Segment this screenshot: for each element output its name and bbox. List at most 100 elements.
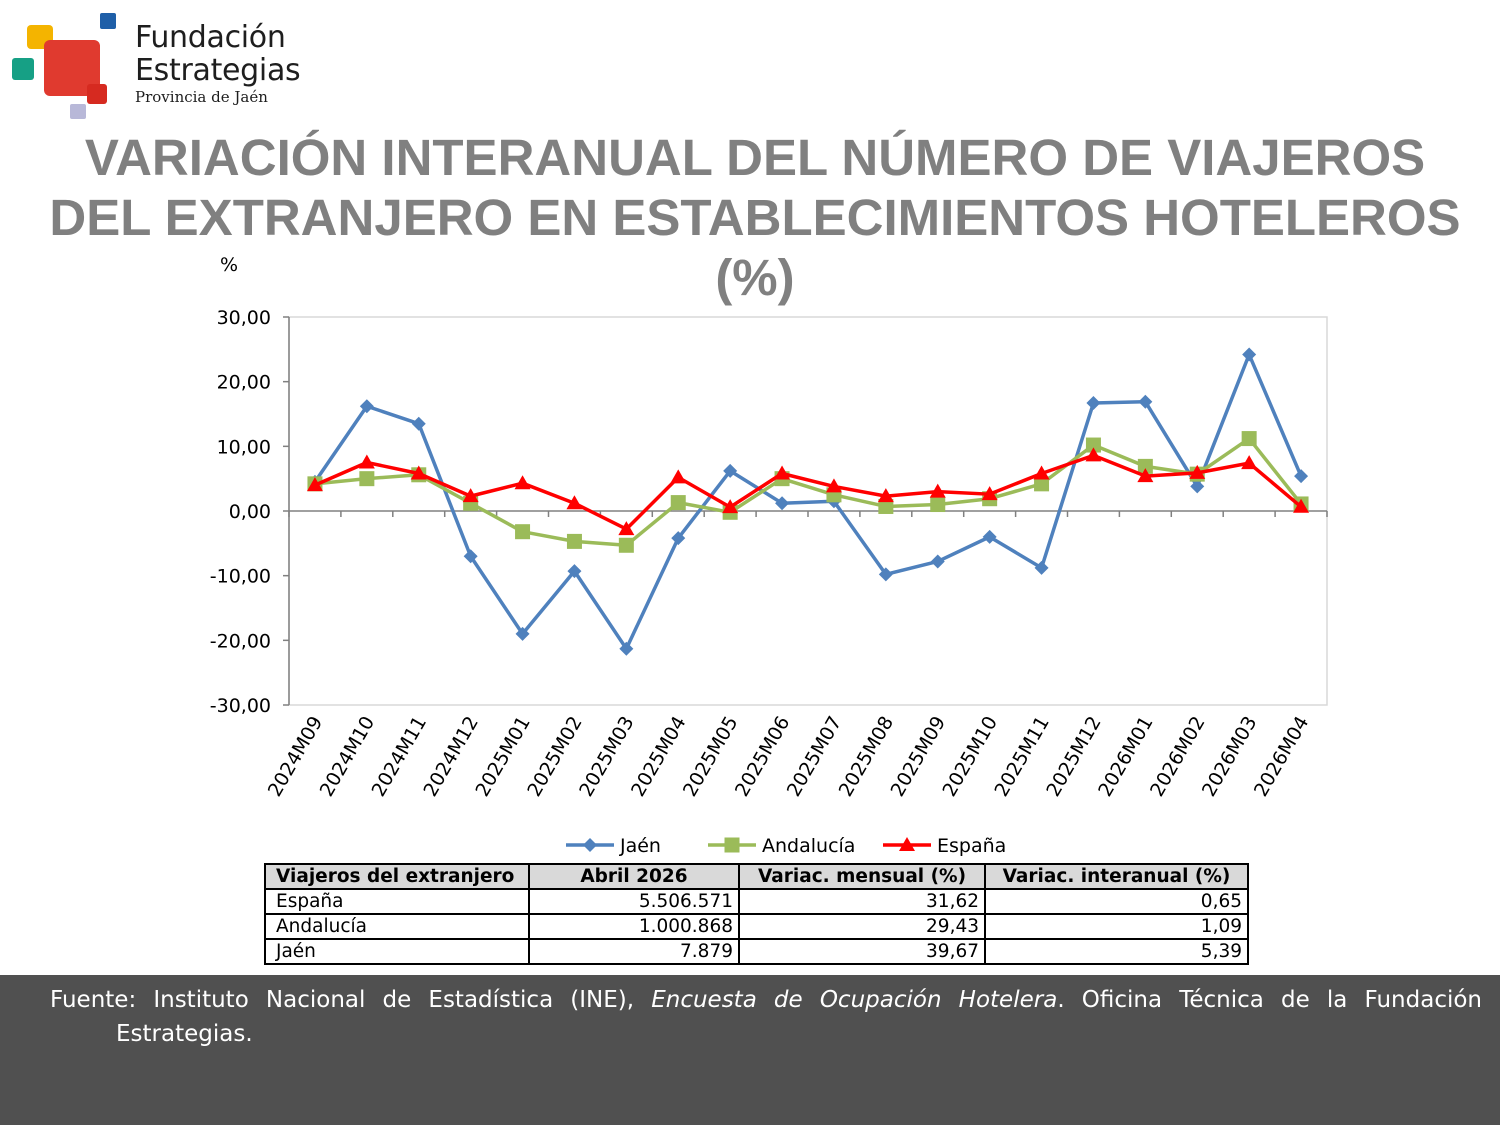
table-cell: 1,09 bbox=[984, 913, 1249, 940]
table-cell: Jaén bbox=[264, 938, 530, 965]
y-tick-label: 30,00 bbox=[217, 307, 271, 329]
table-cell: 0,65 bbox=[984, 888, 1249, 915]
data-point bbox=[724, 837, 740, 853]
logo-text-line2: Estrategias bbox=[135, 53, 301, 88]
data-point bbox=[583, 838, 597, 852]
data-point bbox=[1085, 447, 1102, 462]
y-tick-label: -10,00 bbox=[210, 566, 271, 588]
data-point bbox=[670, 469, 687, 484]
data-point bbox=[981, 486, 998, 501]
data-point bbox=[515, 524, 531, 540]
data-point bbox=[1137, 468, 1154, 483]
data-point bbox=[462, 488, 479, 503]
data-point bbox=[1085, 437, 1101, 453]
series-line bbox=[314, 436, 1303, 548]
data-point bbox=[618, 537, 634, 553]
data-point bbox=[825, 478, 842, 493]
table-cell: 39,67 bbox=[738, 938, 986, 965]
source-footer: Fuente: Instituto Nacional de Estadístic… bbox=[0, 975, 1500, 1125]
y-tick-label: -30,00 bbox=[210, 695, 271, 717]
data-point bbox=[929, 483, 946, 498]
logo-text-line3: Provincia de Jaén bbox=[135, 88, 268, 106]
data-point bbox=[358, 454, 375, 469]
table-cell: 29,43 bbox=[738, 913, 986, 940]
data-point bbox=[1294, 469, 1309, 484]
data-point bbox=[566, 495, 583, 510]
table-cell: 7.879 bbox=[528, 938, 740, 965]
data-point bbox=[1241, 431, 1257, 447]
data-point bbox=[514, 475, 531, 490]
table-header-cell: Variac. mensual (%) bbox=[738, 863, 986, 890]
data-point bbox=[359, 471, 375, 487]
data-point bbox=[410, 465, 427, 480]
data-point bbox=[1034, 560, 1049, 575]
data-point bbox=[899, 837, 915, 851]
table-row: Andalucía 1.000.868 29,43 1,09 bbox=[264, 913, 1249, 940]
data-point bbox=[1034, 476, 1050, 492]
y-tick-label: 20,00 bbox=[217, 372, 271, 394]
table-header-cell: Abril 2026 bbox=[528, 863, 740, 890]
series-line bbox=[313, 352, 1303, 651]
y-tick-label: 10,00 bbox=[217, 436, 271, 458]
legend-label: España bbox=[937, 835, 1006, 857]
data-point bbox=[1033, 465, 1050, 480]
data-point bbox=[411, 416, 426, 431]
table-cell: Andalucía bbox=[264, 913, 530, 940]
data-point bbox=[774, 465, 791, 480]
data-point bbox=[359, 399, 374, 414]
series-line bbox=[314, 453, 1303, 531]
data-point bbox=[1189, 464, 1206, 479]
data-point bbox=[1293, 498, 1310, 513]
table-cell: 5,39 bbox=[984, 938, 1249, 965]
data-point bbox=[463, 549, 478, 564]
legend-label: Jaén bbox=[619, 835, 661, 857]
source-survey-name: Encuesta de Ocupación Hotelera bbox=[651, 987, 1058, 1013]
data-point bbox=[1190, 479, 1205, 494]
data-point bbox=[878, 498, 894, 514]
logo: Fundación Estrategias Provincia de Jaén bbox=[0, 0, 320, 125]
logo-text-line1: Fundación bbox=[135, 20, 286, 55]
source-rest: . Oficina Técnica de la Fundación Estrat… bbox=[116, 987, 1483, 1047]
logo-square-blue bbox=[100, 13, 116, 29]
legend-label: Andalucía bbox=[762, 835, 855, 857]
table-row: Jaén 7.879 39,67 5,39 bbox=[264, 938, 1249, 965]
data-point bbox=[619, 641, 634, 656]
y-tick-label: 0,00 bbox=[229, 501, 271, 523]
data-point bbox=[1086, 396, 1101, 411]
data-point bbox=[930, 497, 946, 513]
data-point bbox=[618, 521, 635, 536]
data-point bbox=[877, 488, 894, 503]
table-cell: 5.506.571 bbox=[528, 888, 740, 915]
data-point bbox=[671, 531, 686, 546]
data-point bbox=[670, 495, 686, 511]
data-point bbox=[1137, 458, 1153, 474]
logo-square-teal bbox=[12, 58, 34, 80]
logo-square-red-small bbox=[87, 84, 107, 104]
data-point bbox=[306, 477, 323, 492]
data-point bbox=[982, 529, 997, 544]
page-title: VARIACIÓN INTERANUAL DEL NÚMERO DE VIAJE… bbox=[49, 129, 1461, 306]
data-point bbox=[930, 554, 945, 569]
table-cell: España bbox=[264, 888, 530, 915]
logo-square-lilac bbox=[70, 104, 86, 119]
data-point bbox=[567, 564, 582, 579]
data-point bbox=[775, 496, 790, 511]
table-row: España 5.506.571 31,62 0,65 bbox=[264, 888, 1249, 915]
y-axis-label: % bbox=[220, 254, 238, 276]
summary-table: Viajeros del extranjero Abril 2026 Varia… bbox=[264, 863, 1249, 965]
table-cell: 1.000.868 bbox=[528, 913, 740, 940]
data-point bbox=[878, 567, 893, 582]
y-tick-label: -20,00 bbox=[210, 630, 271, 652]
table-header-cell: Viajeros del extranjero bbox=[264, 863, 530, 890]
source-note: Fuente: Instituto Nacional de Estadístic… bbox=[50, 983, 1482, 1051]
data-point bbox=[566, 533, 582, 549]
data-point bbox=[722, 499, 739, 514]
data-point bbox=[1241, 455, 1258, 470]
data-point bbox=[723, 463, 738, 478]
source-lead: Fuente: Instituto Nacional de Estadístic… bbox=[50, 987, 652, 1013]
table-header-row: Viajeros del extranjero Abril 2026 Varia… bbox=[264, 863, 1249, 890]
line-chart: 30,0020,0010,000,00-10,00-20,00-30,00%20… bbox=[210, 254, 1328, 857]
table-cell: 31,62 bbox=[738, 888, 986, 915]
table-header-cell: Variac. interanual (%) bbox=[984, 863, 1249, 890]
data-point bbox=[1242, 347, 1257, 362]
